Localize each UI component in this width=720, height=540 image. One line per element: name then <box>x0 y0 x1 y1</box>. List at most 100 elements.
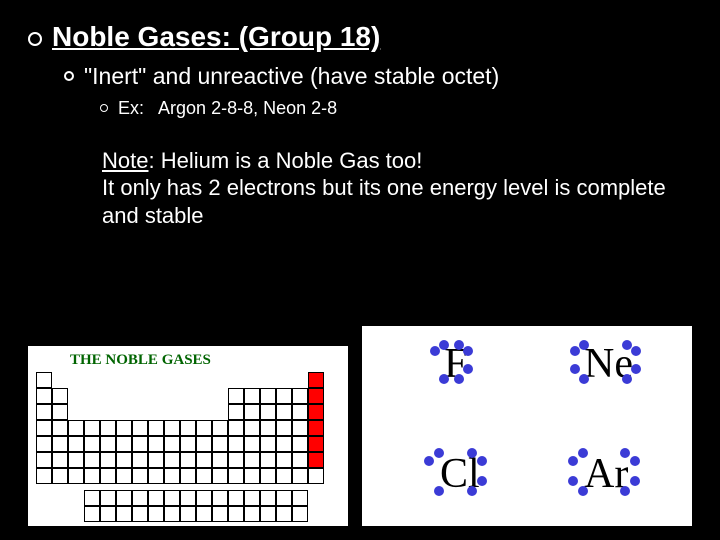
element-cell <box>260 420 276 436</box>
note-line-1: : Helium is a Noble Gas too! <box>148 148 422 173</box>
element-cell <box>196 452 212 468</box>
ptable-caption: THE NOBLE GASES <box>70 352 211 369</box>
element-cell <box>196 420 212 436</box>
element-cell <box>52 404 68 420</box>
electron-dot <box>568 456 578 466</box>
element-cell <box>228 436 244 452</box>
element-cell <box>228 490 244 506</box>
element-cell <box>212 506 228 522</box>
electron-dot <box>430 346 440 356</box>
bullet-dot <box>28 32 42 46</box>
element-cell <box>68 436 84 452</box>
element-cell <box>292 436 308 452</box>
element-cell <box>212 490 228 506</box>
element-cell <box>68 420 84 436</box>
noble-gas-cell <box>308 372 324 388</box>
element-cell <box>116 490 132 506</box>
electron-dot <box>579 374 589 384</box>
element-cell <box>116 436 132 452</box>
element-cell <box>196 490 212 506</box>
ex-text: Argon 2-8-8, Neon 2-8 <box>158 98 337 118</box>
element-cell <box>148 468 164 484</box>
element-cell <box>244 420 260 436</box>
element-cell <box>132 468 148 484</box>
element-cell <box>68 452 84 468</box>
electron-dot <box>631 364 641 374</box>
element-cell <box>244 452 260 468</box>
element-cell <box>180 506 196 522</box>
element-cell <box>180 420 196 436</box>
element-cell <box>132 420 148 436</box>
electron-dot <box>467 448 477 458</box>
element-cell <box>116 420 132 436</box>
noble-gas-cell <box>308 436 324 452</box>
ex-label: Ex: <box>118 98 144 118</box>
element-cell <box>228 420 244 436</box>
electron-dot <box>578 448 588 458</box>
element-cell <box>292 468 308 484</box>
element-cell <box>36 372 52 388</box>
element-cell <box>84 490 100 506</box>
element-cell <box>100 468 116 484</box>
element-cell <box>164 420 180 436</box>
element-cell <box>276 490 292 506</box>
bullet-dot <box>100 104 108 112</box>
electron-dot <box>439 374 449 384</box>
electron-dot <box>463 346 473 356</box>
element-cell <box>292 490 308 506</box>
element-cell <box>196 436 212 452</box>
element-cell <box>100 490 116 506</box>
element-cell <box>36 388 52 404</box>
element-cell <box>308 468 324 484</box>
electron-dot <box>463 364 473 374</box>
element-cell <box>36 452 52 468</box>
electron-dot <box>454 374 464 384</box>
slide-title: Noble Gases: (Group 18) <box>52 22 380 53</box>
element-cell <box>292 404 308 420</box>
element-cell <box>164 468 180 484</box>
element-cell <box>244 468 260 484</box>
element-cell <box>52 388 68 404</box>
noble-gas-cell <box>308 452 324 468</box>
electron-dot <box>424 456 434 466</box>
lewis-dot-image: FNeClAr <box>362 326 692 526</box>
element-cell <box>116 452 132 468</box>
element-cell <box>292 388 308 404</box>
element-cell <box>84 452 100 468</box>
electron-dot <box>578 486 588 496</box>
element-cell <box>212 468 228 484</box>
electron-dot <box>439 340 449 350</box>
electron-dot <box>630 456 640 466</box>
element-cell <box>116 468 132 484</box>
element-cell <box>132 452 148 468</box>
element-cell <box>244 506 260 522</box>
element-cell <box>164 490 180 506</box>
element-cell <box>164 436 180 452</box>
element-cell <box>52 420 68 436</box>
electron-dot <box>568 476 578 486</box>
element-cell <box>228 468 244 484</box>
noble-gas-cell <box>308 404 324 420</box>
element-cell <box>276 468 292 484</box>
element-cell <box>244 436 260 452</box>
element-cell <box>100 452 116 468</box>
element-cell <box>276 452 292 468</box>
element-cell <box>276 404 292 420</box>
element-cell <box>148 490 164 506</box>
electron-dot <box>579 340 589 350</box>
element-cell <box>228 404 244 420</box>
example-line: Ex: Argon 2-8-8, Neon 2-8 <box>118 98 337 119</box>
element-cell <box>292 506 308 522</box>
element-cell <box>164 452 180 468</box>
electron-dot <box>620 486 630 496</box>
electron-dot <box>622 374 632 384</box>
element-cell <box>180 468 196 484</box>
element-cell <box>244 388 260 404</box>
element-cell <box>84 420 100 436</box>
element-cell <box>260 436 276 452</box>
element-cell <box>260 404 276 420</box>
element-cell <box>180 452 196 468</box>
element-cell <box>260 468 276 484</box>
element-cell <box>212 436 228 452</box>
bullet-dot <box>64 71 74 81</box>
